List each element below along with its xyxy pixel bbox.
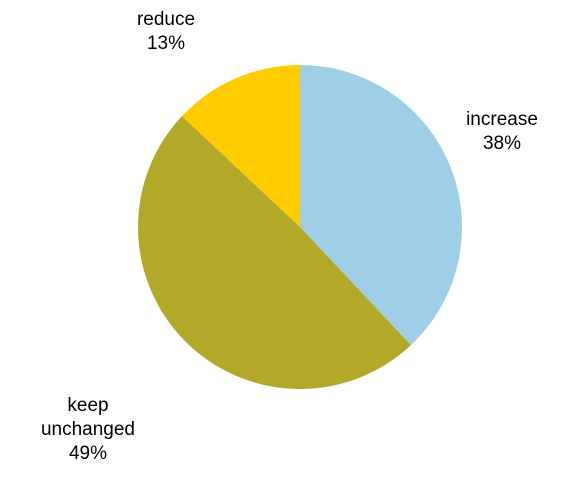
slice-label-keep-unchanged: keep unchanged 49% xyxy=(33,394,143,466)
slice-name-keep-unchanged: keep unchanged xyxy=(33,394,143,442)
slice-name-line: keep xyxy=(67,395,109,416)
pie-slice-reduce xyxy=(181,65,300,227)
slice-percent-increase: 38% xyxy=(482,133,522,154)
slice-percent-reduce: 13% xyxy=(146,33,186,54)
pie-slice-increase xyxy=(300,65,463,346)
pie-slice-keep-unchanged xyxy=(137,116,411,390)
slice-name-line: unchanged xyxy=(40,419,136,440)
slice-name-reduce: reduce xyxy=(136,9,196,30)
slice-percent-keep-unchanged: 49% xyxy=(68,443,108,464)
slice-label-increase: increase 38% xyxy=(452,108,552,156)
slice-label-reduce: reduce 13% xyxy=(116,8,216,56)
slice-name-increase: increase xyxy=(466,109,538,130)
